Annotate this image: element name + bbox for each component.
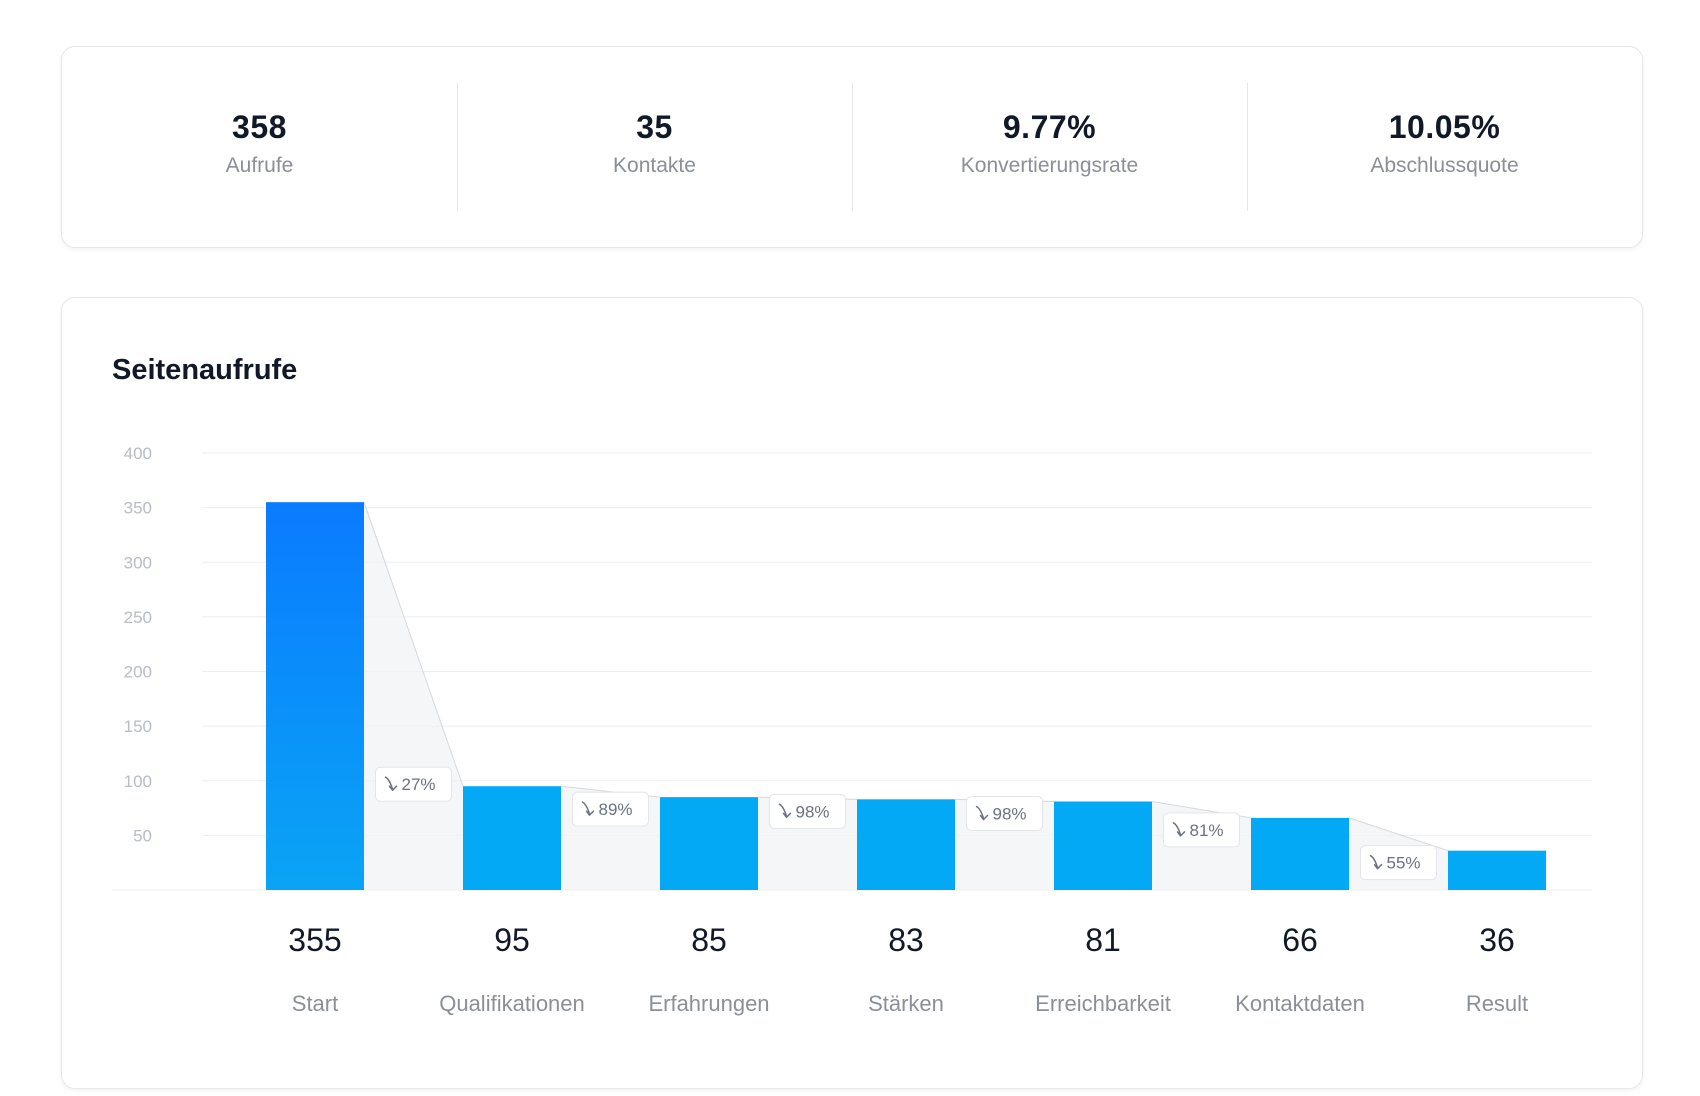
y-tick-label: 350 bbox=[124, 499, 152, 518]
conversion-rate-label: 55% bbox=[1387, 854, 1421, 873]
stat-label: Abschlussquote bbox=[1370, 153, 1519, 177]
stat-value: 9.77% bbox=[1002, 108, 1097, 145]
stat-konvertierungsrate: 9.77% Konvertierungsrate bbox=[852, 47, 1247, 247]
category-label: Start bbox=[292, 991, 338, 1016]
stat-value: 358 bbox=[232, 108, 287, 145]
bar-result bbox=[1448, 850, 1546, 890]
y-tick-label: 250 bbox=[124, 608, 152, 627]
bar-value-label: 85 bbox=[691, 922, 727, 958]
y-tick-label: 50 bbox=[133, 826, 152, 845]
bar-value-label: 355 bbox=[288, 922, 341, 958]
funnel-bar-chart: 50 100 150 200 250 300 350 400 27% 89% 98% 98% 81% 55… bbox=[112, 444, 1592, 1016]
conversion-badge-box bbox=[1163, 812, 1240, 848]
stat-label: Kontakte bbox=[613, 153, 696, 177]
stats-card: 358 Aufrufe 35 Kontakte 9.77% Konvertier… bbox=[61, 46, 1643, 248]
category-label: Qualifikationen bbox=[439, 991, 585, 1016]
stats-row: 358 Aufrufe 35 Kontakte 9.77% Konvertier… bbox=[62, 47, 1642, 247]
category-label: Erreichbarkeit bbox=[1035, 991, 1171, 1016]
y-tick-label: 300 bbox=[124, 553, 152, 572]
conversion-badge: 98% bbox=[966, 796, 1043, 832]
stat-kontakte: 35 Kontakte bbox=[457, 47, 852, 247]
stat-label: Aufrufe bbox=[225, 153, 294, 177]
conversion-rate-label: 98% bbox=[796, 802, 830, 821]
conversion-rate-label: 81% bbox=[1190, 821, 1224, 840]
bar-erfahrungen bbox=[660, 797, 758, 890]
arrow-down-right-icon bbox=[384, 776, 398, 791]
conversion-badge: 27% bbox=[375, 766, 452, 802]
bar-value-label: 83 bbox=[888, 922, 924, 958]
conversion-rate-label: 27% bbox=[402, 775, 436, 794]
conversion-badge-box bbox=[966, 796, 1043, 832]
conversion-badge: 89% bbox=[572, 791, 649, 827]
y-tick-label: 150 bbox=[124, 717, 152, 736]
y-tick-label: 200 bbox=[124, 663, 152, 682]
bar-erreichbarkeit bbox=[1054, 801, 1152, 890]
conversion-badge: 98% bbox=[769, 793, 846, 829]
conversion-badge: 55% bbox=[1360, 845, 1437, 881]
arrow-down-right-icon bbox=[778, 803, 792, 819]
bar-start bbox=[266, 502, 364, 890]
funnel-connector-line bbox=[363, 501, 464, 787]
chart-card: Seitenaufrufe 50 100 150 200 250 300 350 400 27%… bbox=[61, 297, 1643, 1089]
funnel-connector bbox=[364, 502, 463, 890]
stat-value: 35 bbox=[636, 108, 673, 145]
stat-aufrufe: 358 Aufrufe bbox=[62, 47, 457, 247]
y-tick-label: 100 bbox=[124, 772, 152, 791]
category-label: Stärken bbox=[868, 991, 944, 1016]
conversion-badge-box bbox=[769, 793, 846, 829]
category-label: Kontaktdaten bbox=[1235, 991, 1365, 1016]
conversion-rate-label: 98% bbox=[993, 805, 1027, 824]
chart-title: Seitenaufrufe bbox=[112, 354, 298, 386]
conversion-badge-box bbox=[375, 766, 452, 802]
arrow-down-right-icon bbox=[1172, 822, 1186, 837]
y-tick-label: 400 bbox=[124, 444, 152, 463]
bar-value-label: 81 bbox=[1085, 922, 1121, 958]
bar-kontaktdaten bbox=[1251, 817, 1349, 890]
stat-value: 10.05% bbox=[1388, 108, 1501, 145]
conversion-badge: 81% bbox=[1163, 812, 1240, 848]
category-label: Result bbox=[1466, 991, 1528, 1016]
conversion-badge-box bbox=[572, 791, 649, 827]
arrow-down-right-icon bbox=[581, 801, 595, 816]
stat-label: Konvertierungsrate bbox=[960, 153, 1139, 177]
arrow-down-right-icon bbox=[1369, 854, 1383, 870]
bar-value-label: 66 bbox=[1282, 922, 1318, 958]
bar-stärken bbox=[857, 799, 955, 890]
bar-value-label: 36 bbox=[1479, 922, 1515, 958]
arrow-down-right-icon bbox=[975, 805, 989, 821]
conversion-rate-label: 89% bbox=[599, 800, 633, 819]
bar-qualifikationen bbox=[463, 786, 561, 890]
category-label: Erfahrungen bbox=[648, 991, 769, 1016]
conversion-badge-box bbox=[1360, 845, 1437, 881]
bar-value-label: 95 bbox=[494, 922, 530, 958]
stat-abschlussquote: 10.05% Abschlussquote bbox=[1247, 47, 1642, 247]
